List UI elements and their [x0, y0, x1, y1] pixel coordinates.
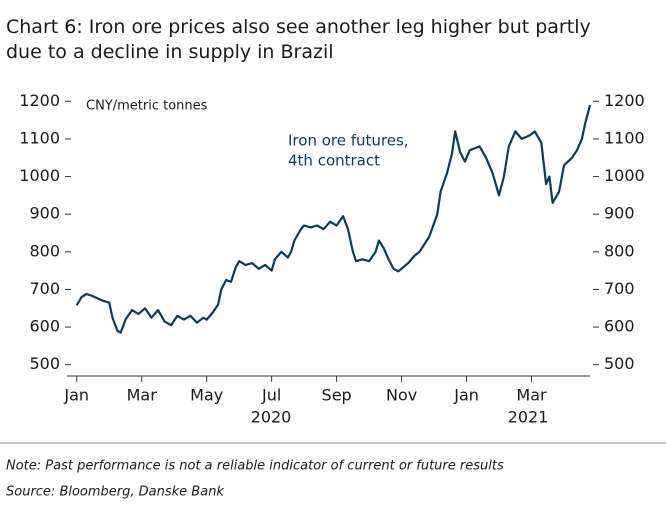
y2-tick-label: 1200	[604, 91, 645, 110]
source: Source: Bloomberg, Danske Bank	[6, 485, 224, 500]
note: Note: Past performance is not a reliable…	[6, 459, 504, 474]
y2-tick-label: 700	[604, 279, 635, 298]
y-tick-label: 800	[29, 241, 60, 260]
line	[75, 104, 592, 334]
y-tick-label: 700	[29, 279, 60, 298]
y-tick-label: 1000	[19, 166, 60, 185]
x-tick-label: Mar	[516, 386, 547, 405]
y2-tick-label: 900	[604, 204, 635, 223]
y-tick-label: 900	[29, 204, 60, 223]
y2-tick-label: 1000	[604, 166, 645, 185]
y2-tick-label: 500	[604, 354, 635, 373]
x-tick-label: Sep	[322, 386, 352, 405]
y2-tick-label: 600	[604, 317, 635, 336]
annotation: Iron ore futures,	[288, 132, 409, 150]
y2-tick-label: 1100	[604, 128, 645, 147]
annotation: 4th contract	[288, 152, 380, 170]
x-tick-label: May	[190, 386, 223, 405]
y2-tick-label: 800	[604, 241, 635, 260]
x-tick-label: Nov	[386, 386, 417, 405]
x-tick-label: Jul	[261, 386, 281, 405]
x-tick-label: Mar	[127, 386, 158, 405]
year-label: 2020	[251, 408, 292, 427]
y-label: CNY/metric tonnes	[86, 99, 208, 114]
chart-title: Chart 6: Iron ore prices also see anothe…	[6, 16, 591, 63]
year-label: 2021	[508, 408, 549, 427]
x-tick-label: Jan	[63, 386, 89, 405]
y-tick-label: 1200	[19, 91, 60, 110]
x-tick-label: Jan	[453, 386, 479, 405]
y-tick-label: 1100	[19, 128, 60, 147]
y-tick-label: 500	[29, 354, 60, 373]
y-tick-label: 600	[29, 317, 60, 336]
